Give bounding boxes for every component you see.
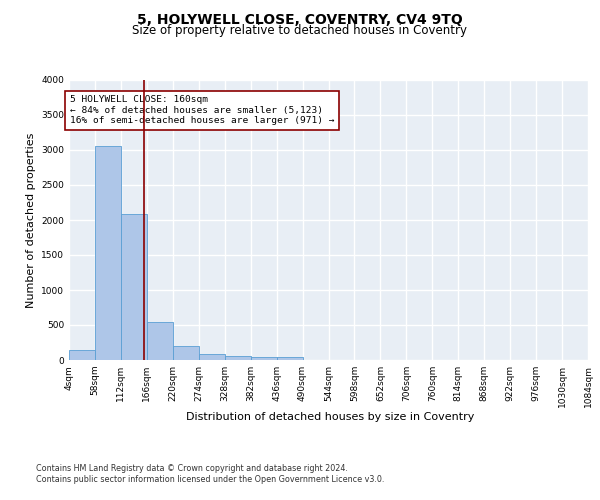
Bar	[95, 146, 121, 360]
Bar	[225, 356, 251, 360]
Text: Contains public sector information licensed under the Open Government Licence v3: Contains public sector information licen…	[36, 475, 385, 484]
Bar	[147, 322, 173, 360]
Bar	[277, 357, 302, 360]
Bar	[69, 350, 95, 360]
Text: 5, HOLYWELL CLOSE, COVENTRY, CV4 9TQ: 5, HOLYWELL CLOSE, COVENTRY, CV4 9TQ	[137, 12, 463, 26]
Text: Distribution of detached houses by size in Coventry: Distribution of detached houses by size …	[186, 412, 474, 422]
Bar	[121, 214, 147, 360]
Bar	[173, 346, 199, 360]
Text: Size of property relative to detached houses in Coventry: Size of property relative to detached ho…	[133, 24, 467, 37]
Text: 5 HOLYWELL CLOSE: 160sqm
← 84% of detached houses are smaller (5,123)
16% of sem: 5 HOLYWELL CLOSE: 160sqm ← 84% of detach…	[70, 96, 334, 125]
Bar	[199, 354, 224, 360]
Bar	[251, 357, 277, 360]
Text: Contains HM Land Registry data © Crown copyright and database right 2024.: Contains HM Land Registry data © Crown c…	[36, 464, 348, 473]
Y-axis label: Number of detached properties: Number of detached properties	[26, 132, 35, 308]
